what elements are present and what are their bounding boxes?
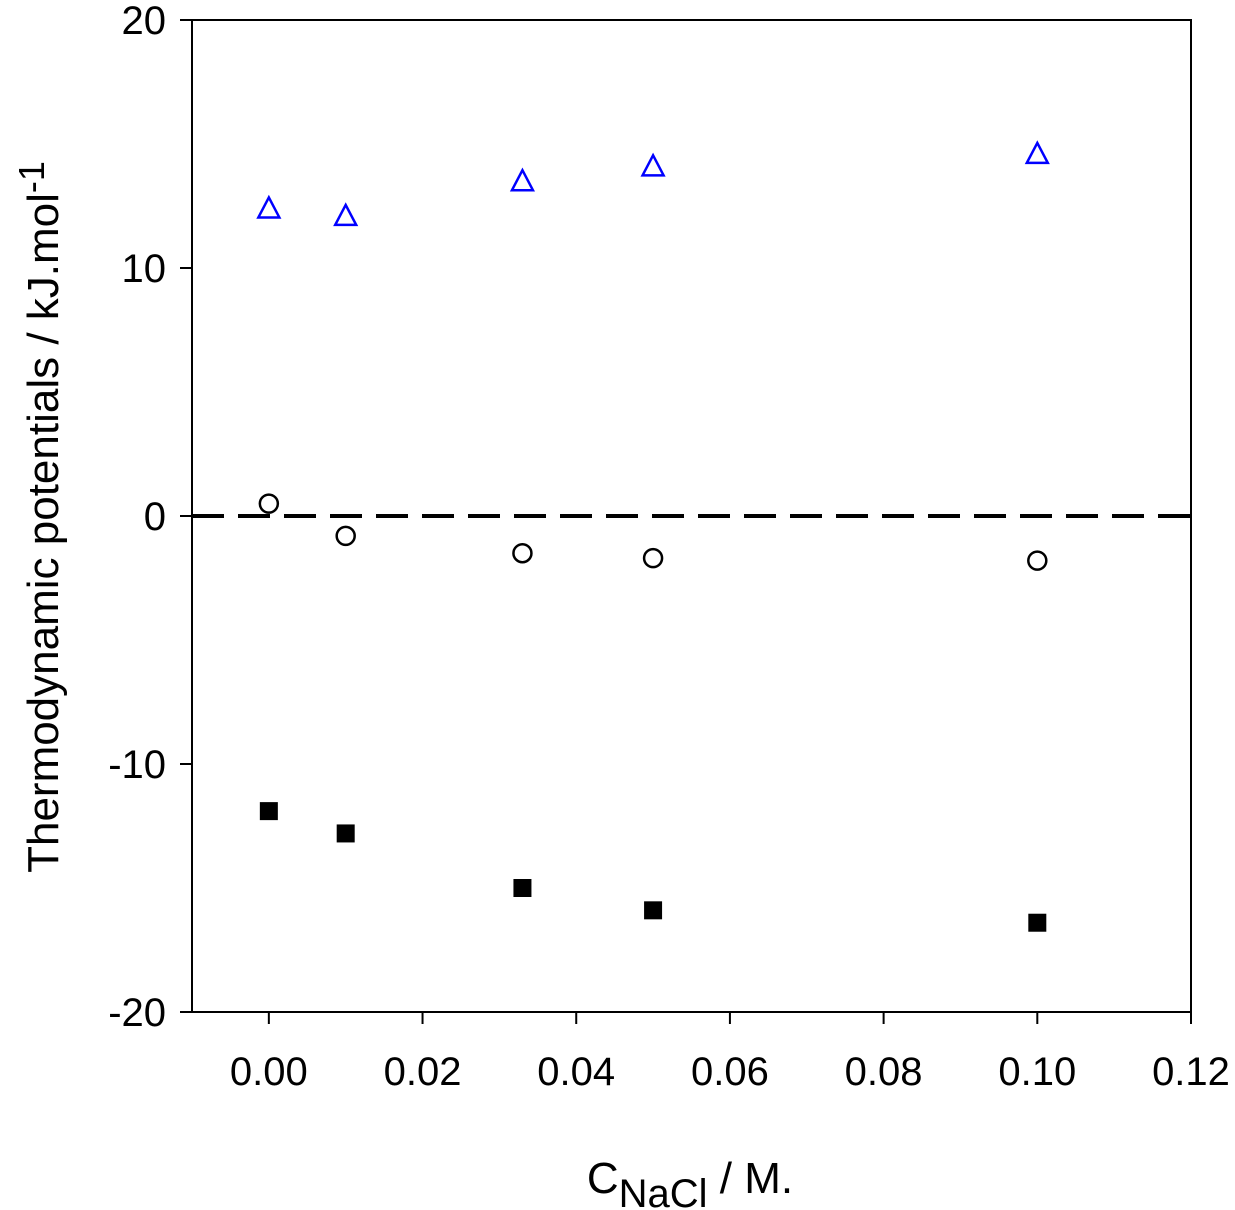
y-axis-title-superscript: -1	[11, 161, 52, 193]
y-tick-label: 10	[122, 247, 167, 291]
x-axis: 0.00 0.02 0.04 0.06 0.08 0.10 0.12	[230, 1012, 1230, 1094]
circle-marker	[258, 493, 280, 514]
triangle-marker	[640, 152, 666, 177]
triangle-marker	[256, 194, 282, 219]
x-tick-label: 0.04	[537, 1050, 615, 1094]
square-marker	[513, 879, 532, 897]
x-tick-label: 0.10	[998, 1050, 1076, 1094]
square-marker	[336, 824, 355, 843]
x-tick-label: 0.00	[230, 1050, 308, 1094]
square-marker	[644, 901, 663, 920]
square-marker	[1028, 913, 1047, 932]
x-axis-title-suffix: / M.	[708, 1154, 794, 1203]
y-tick-label: -10	[108, 743, 166, 787]
triangle-marker	[1024, 140, 1050, 165]
data-marks	[256, 140, 1050, 932]
x-tick-label: 0.02	[384, 1050, 462, 1094]
triangle-marker	[333, 202, 359, 227]
x-axis-title: CNaCl / M.	[587, 1154, 793, 1210]
circle-marker	[335, 525, 356, 547]
y-axis-title: Thermodynamic potentials / kJ.mol-1	[11, 161, 68, 873]
x-axis-title-main: C	[587, 1154, 619, 1203]
triangle-marker	[509, 167, 536, 192]
square-marker	[259, 802, 278, 821]
x-tick-label: 0.06	[691, 1050, 769, 1094]
x-tick-label: 0.12	[1152, 1050, 1230, 1094]
circle-marker	[1027, 550, 1048, 571]
x-tick-label: 0.08	[845, 1050, 923, 1094]
x-axis-title-subscript: NaCl	[619, 1172, 708, 1210]
y-tick-label: 20	[122, 0, 167, 43]
circle-marker	[642, 547, 664, 569]
circle-marker	[512, 542, 533, 564]
y-axis-title-main: Thermodynamic potentials / kJ.mol	[19, 193, 68, 873]
y-axis: -20 -10 0 10 20	[108, 0, 192, 1035]
y-tick-label: -20	[108, 991, 166, 1035]
y-tick-label: 0	[144, 495, 166, 539]
